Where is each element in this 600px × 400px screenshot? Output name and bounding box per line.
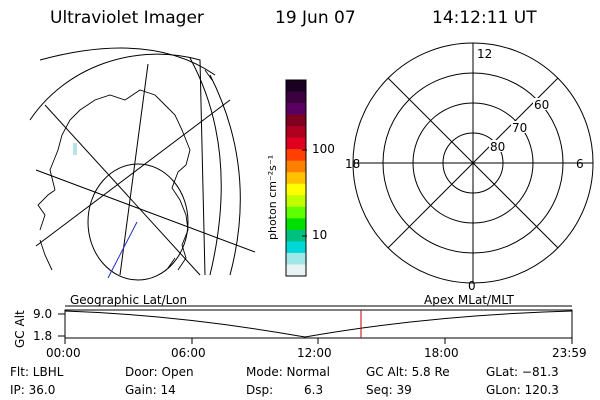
colorbar-segment [286, 206, 306, 219]
colorbar-unit-label: photon cm⁻²s⁻¹ [266, 155, 279, 240]
colorbar-segment [286, 195, 306, 208]
colorbar-segment [286, 172, 306, 185]
lat-circle-inner [87, 163, 189, 281]
timeline-panel: GC Alt [13, 305, 573, 348]
y-label-1-8: 1.8 [33, 329, 53, 343]
colorbar-segment [286, 149, 306, 162]
x-label-2359: 23:59 [552, 346, 587, 360]
mlt-label-0: 0 [468, 279, 476, 293]
seq-status: Seq: 39 [366, 383, 412, 397]
colorbar-frame [285, 79, 307, 277]
instrument-title: Ultraviolet Imager [50, 8, 204, 28]
altitude-curve [64, 310, 573, 338]
colorbar-segment [286, 264, 306, 277]
colorbar-segment [286, 103, 306, 116]
mlt-label-18: 18 [345, 157, 360, 171]
mlat-label-80: 80 [490, 140, 505, 154]
x-label-0000: 00:00 [46, 346, 81, 360]
lat-arc-1 [29, 53, 206, 276]
label-bg [511, 121, 529, 133]
lat-arc-4 [209, 74, 241, 276]
colorbar-segment [286, 218, 306, 231]
glon-status: GLon: 120.3 [486, 383, 559, 397]
polar-plot [352, 42, 594, 284]
lat-arc-3 [189, 57, 222, 276]
colorbar-segment [286, 126, 306, 139]
colorbar-segment [286, 80, 306, 93]
date-label: 19 Jun 07 [275, 8, 356, 28]
geographic-map [29, 47, 256, 281]
coastline [37, 69, 213, 271]
timeline-axis-label: GC Alt [13, 310, 27, 348]
label-bg [533, 98, 551, 110]
mlt-line-diag-2 [387, 77, 559, 249]
dsp-value: 6.3 [304, 383, 324, 397]
meridian-2 [35, 169, 256, 253]
colorbar-segment [286, 114, 306, 127]
ground-track [107, 221, 138, 279]
x-label-0600: 06:00 [171, 346, 206, 360]
mlt-label-12: 12 [477, 47, 492, 61]
colorbar-segment [286, 183, 306, 196]
colorbar-segment [286, 137, 306, 150]
filter-status: Flt: LBHL [10, 365, 64, 379]
mode-status: Mode: Normal [246, 365, 330, 379]
colorbar-segment [286, 229, 306, 243]
lat-arc-2 [39, 47, 216, 76]
colorbar-segment [286, 160, 306, 173]
colorbar-label-100: 100 [312, 142, 335, 156]
x-label-1200: 12:00 [297, 346, 332, 360]
gain-status: Gain: 14 [125, 383, 176, 397]
meridian-4 [35, 99, 231, 247]
colorbar [285, 79, 307, 277]
gc-alt-status: GC Alt: 5.8 Re [366, 365, 450, 379]
mlat-label-70: 70 [512, 121, 527, 135]
colorbar-segment [286, 241, 306, 254]
apex-caption: Apex MLat/MLT [424, 293, 514, 307]
x-label-1800: 18:00 [424, 346, 459, 360]
mlt-label-6: 6 [576, 157, 584, 171]
emission-spot [73, 143, 77, 155]
meridian-1 [44, 104, 201, 276]
label-bg [476, 47, 492, 59]
colorbar-ticks [302, 149, 307, 237]
colorbar-segment [286, 252, 306, 266]
label-bg [489, 140, 507, 152]
dsp-label: Dsp: [246, 383, 274, 397]
mlat-label-60: 60 [534, 98, 549, 112]
meridian-3 [119, 63, 149, 276]
colorbar-label-10: 10 [312, 228, 328, 242]
ip-status: IP: 36.0 [10, 383, 56, 397]
colorbar-segment [286, 91, 306, 104]
time-label: 14:12:11 UT [432, 8, 537, 28]
y-label-9: 9.0 [33, 307, 53, 321]
glat-status: GLat: −81.3 [486, 365, 559, 379]
door-status: Door: Open [125, 365, 194, 379]
geographic-caption: Geographic Lat/Lon [70, 293, 188, 307]
